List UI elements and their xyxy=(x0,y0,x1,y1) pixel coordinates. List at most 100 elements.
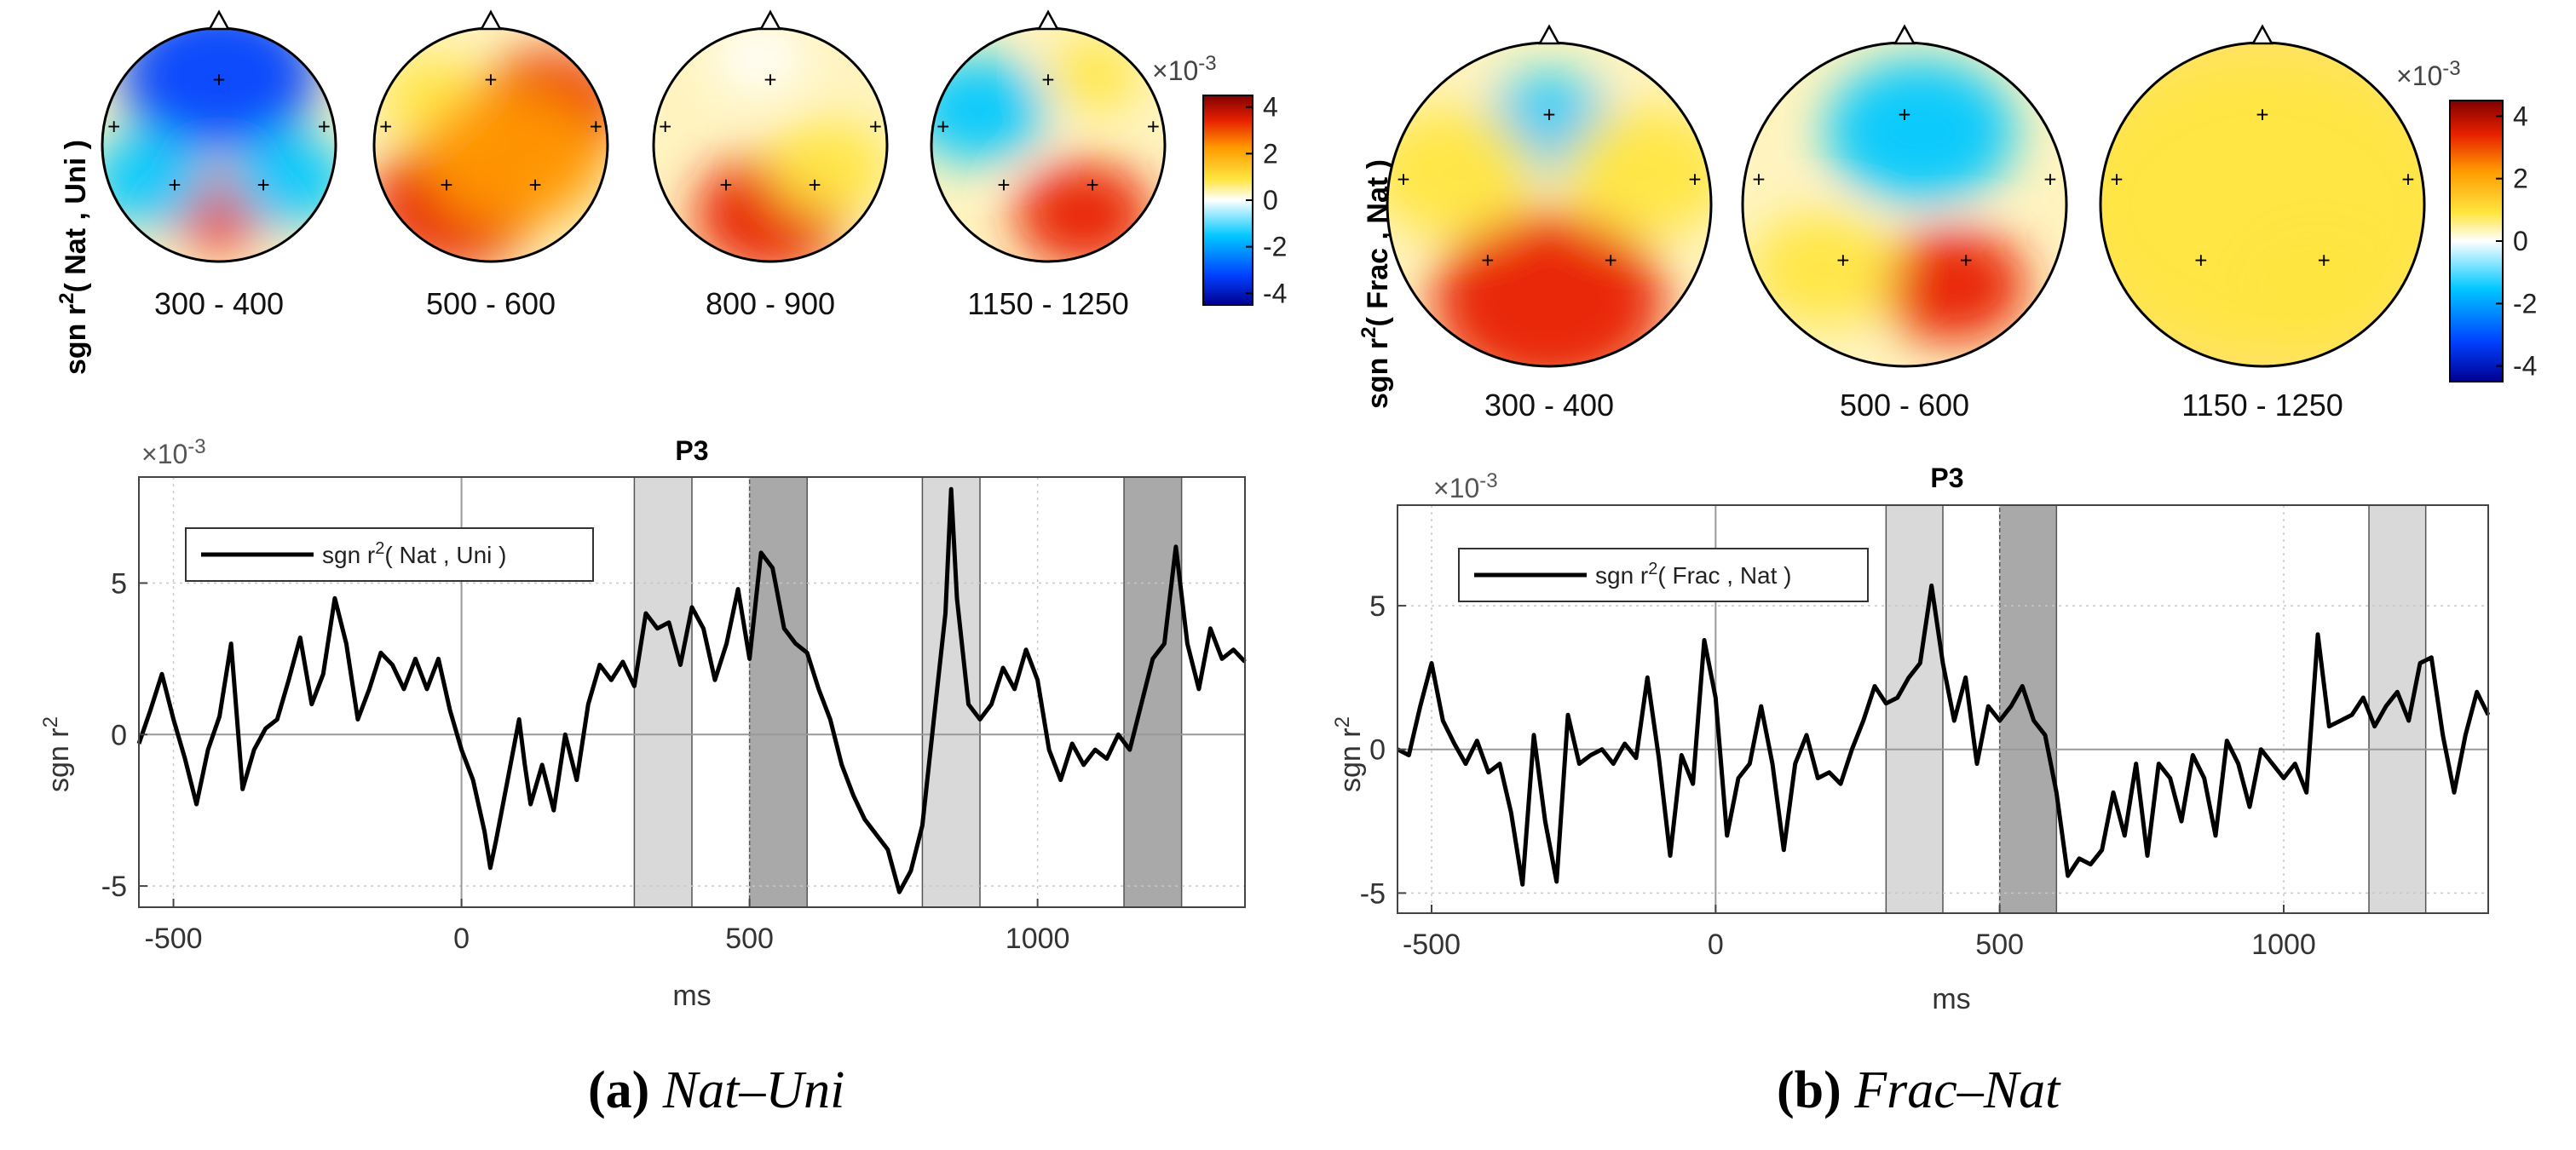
scalp-activation-region xyxy=(1562,107,1711,237)
colorbar-a-ticks: 4 2 0 -2 -4 xyxy=(1246,92,1287,308)
y-tick-label: -5 xyxy=(1360,877,1386,910)
electrode-marker: + xyxy=(936,113,949,139)
electrode-marker: + xyxy=(1147,113,1160,139)
electrode-marker: + xyxy=(659,113,671,139)
x-tick-label: 1000 xyxy=(1006,923,1070,955)
topo-window-label: 300 - 400 xyxy=(154,286,284,321)
panel-b: sgn r2( Frac , Nat ) ++ ++ +300 - 400++ ++ +… xyxy=(1331,24,2537,1015)
legend-label: sgn r2( Nat , Uni ) xyxy=(322,539,507,568)
electrode-marker: + xyxy=(1752,167,1765,193)
nose-marker xyxy=(207,9,231,31)
electrode-marker: + xyxy=(590,113,602,139)
electrode-marker: + xyxy=(528,172,541,198)
colorbar-a: ×10-3 4 2 0 -2 -4 xyxy=(1152,52,1287,308)
legend-label: sgn r2( Frac , Nat ) xyxy=(1595,560,1792,589)
scalp-activation-region xyxy=(1049,39,1141,110)
electrode-marker: + xyxy=(318,113,331,139)
electrode-marker: + xyxy=(2194,248,2207,273)
topoplot: + + + + +1150 - 1250 xyxy=(2099,24,2426,423)
scalp-activation-region xyxy=(1749,212,1898,326)
shaded-time-window xyxy=(748,476,808,908)
nose-marker xyxy=(1893,24,1916,45)
electrode-marker: + xyxy=(1898,102,1910,128)
scalp-activation-region xyxy=(712,28,804,93)
scalp-activation-region xyxy=(423,86,606,227)
shaded-time-window xyxy=(2368,504,2427,914)
scalp-activation-region xyxy=(2245,237,2393,350)
x-tick-label: 1000 xyxy=(2251,929,2316,961)
electrode-marker: + xyxy=(808,172,821,198)
nose-marker xyxy=(2250,24,2274,45)
colorbar-tick-label: 0 xyxy=(2513,226,2528,256)
topo-window-label: 800 - 900 xyxy=(706,286,835,321)
panel-a: sgn r2( Nat , Uni ) + + + + +300 - 400 + + + + +5… xyxy=(39,9,1287,1012)
topoplot: + + + + +300 - 400 xyxy=(101,9,337,321)
topoplot: + + + + +800 - 900 xyxy=(652,9,889,321)
plot-b-exponent: ×10-3 xyxy=(1433,469,1498,503)
electrode-marker: + xyxy=(1086,172,1098,198)
nose-marker xyxy=(1537,24,1561,45)
colorbar-tick-label: -2 xyxy=(1263,232,1287,262)
colorbar-tick-label: -4 xyxy=(1263,278,1287,308)
topo-row-b: + + + + +300 - 400 + + + + +500 - 600 + + + + +1150 - … xyxy=(1386,24,2426,423)
caption-a: (a) Nat–Uni xyxy=(588,1061,845,1119)
x-tick-label: 500 xyxy=(725,923,774,955)
topo-window-label: 500 - 600 xyxy=(1840,388,1969,423)
topoplot: + + + + +300 - 400 xyxy=(1386,24,1713,423)
electrode-marker: + xyxy=(2318,248,2331,273)
colorbar-tick-label: -2 xyxy=(2513,288,2537,319)
colorbar-tick-label: 2 xyxy=(1263,138,1278,169)
electrode-marker: + xyxy=(212,67,225,93)
shaded-time-window xyxy=(921,476,981,908)
scalp-activation-region xyxy=(768,121,887,216)
colorbar-b-gradient xyxy=(2449,100,2504,382)
plot-frame xyxy=(1397,504,2489,914)
legend: sgn r2( Frac , Nat ) xyxy=(1458,548,1869,602)
electrode-marker: + xyxy=(1960,248,1973,273)
electrode-marker: + xyxy=(997,172,1010,198)
electrode-marker: + xyxy=(484,67,497,93)
colorbar-b: ×10-3 4 2 0 -2 -4 xyxy=(2396,57,2537,382)
scalp-activation-region xyxy=(1825,59,2016,204)
topo-window-label: 500 - 600 xyxy=(426,286,556,321)
y-tick-label: 5 xyxy=(111,567,127,600)
plot-a-ylabel: sgn r2 xyxy=(39,716,75,792)
topo-window-label: 300 - 400 xyxy=(1484,388,1614,423)
colorbar-tick-label: 4 xyxy=(1263,92,1278,123)
electrode-marker: + xyxy=(440,172,452,198)
electrode-marker: + xyxy=(1836,248,1849,273)
shaded-time-window xyxy=(1885,504,1944,914)
scalp-activation-region xyxy=(1014,162,1152,262)
y-tick-label: 0 xyxy=(111,719,127,751)
plot-b: -500 0 500 1000 -5 0 5 sgn r2( Frac , Nat ) xyxy=(1360,504,2491,961)
electrode-marker: + xyxy=(2110,167,2123,193)
x-tick-label: 500 xyxy=(1975,929,2024,961)
colorbar-b-exponent: ×10-3 xyxy=(2396,57,2461,91)
topo-ylabel-a: sgn r2( Nat , Uni ) xyxy=(55,140,92,375)
electrode-marker: + xyxy=(869,113,882,139)
topo-window-label: 1150 - 1250 xyxy=(967,286,1129,321)
electrode-marker: + xyxy=(168,172,181,198)
electrode-marker: + xyxy=(256,172,269,198)
colorbar-tick-label: 4 xyxy=(2513,101,2528,131)
x-tick-label: -500 xyxy=(145,923,203,955)
legend: sgn r2( Nat , Uni ) xyxy=(185,527,594,582)
colorbar-a-gradient xyxy=(1202,95,1253,306)
electrode-marker: + xyxy=(1041,67,1054,93)
colorbar-tick-label: -4 xyxy=(2513,351,2537,382)
shaded-time-window xyxy=(1123,476,1183,908)
x-tick-label: 0 xyxy=(1708,929,1724,961)
plot-b-title: P3 xyxy=(1930,463,1963,493)
topoplot: + + + + +1150 - 1250 xyxy=(930,9,1167,321)
colorbar-tick-label: 2 xyxy=(2513,164,2528,194)
electrode-marker: + xyxy=(2256,102,2268,128)
series-line xyxy=(1396,584,2491,887)
electrode-marker: + xyxy=(1481,248,1494,273)
plot-b-ylabel: sgn r2 xyxy=(1331,716,1367,792)
y-tick-label: -5 xyxy=(101,871,127,903)
nose-marker xyxy=(758,9,782,31)
topo-row-a: + + + + +300 - 400 + + + + +500 - 600 + + + + +800 - 9… xyxy=(101,9,1167,321)
plot-a: -500 0 500 1000 -5 0 5 sgn r2( Nat , Uni ) xyxy=(101,476,1247,955)
scalp-activation-region xyxy=(1387,107,1536,237)
